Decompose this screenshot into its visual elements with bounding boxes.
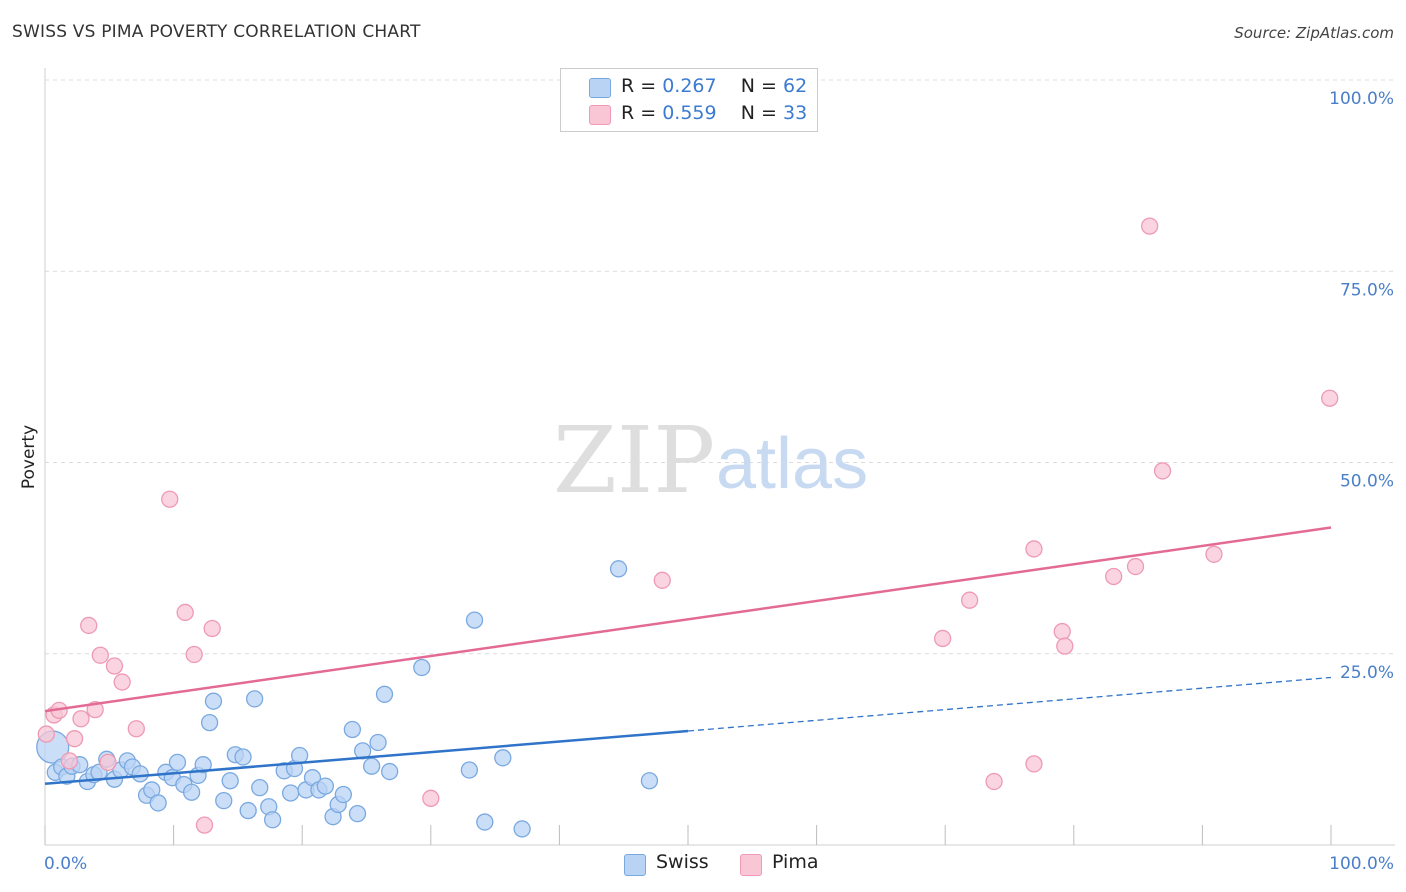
pima-point-26 [1056,637,1074,655]
pima-point-19 [653,571,671,589]
pima-point-18 [422,789,440,807]
swiss-point-27 [215,791,233,810]
pima-point-12 [127,720,145,738]
pima-legend-label: Pima [772,851,819,873]
swiss-point-31 [239,801,257,820]
swiss-trend-line [44,729,689,786]
swiss-point-28 [221,772,239,790]
watermark-atlas: atlas [716,424,868,504]
axes [44,68,1395,846]
chart-title: SWISS VS PIMA POVERTY CORRELATION CHART [12,22,421,42]
swiss-point-59 [513,820,531,838]
pima-point-22 [985,772,1003,791]
swiss-point-50 [362,757,381,775]
pima-point-6 [80,616,98,635]
pima-n-value: 33 [783,102,808,124]
swiss-point-56 [465,611,484,629]
pima-point-8 [91,646,109,664]
pima-point-25 [1053,622,1071,641]
swiss-point-55 [460,761,479,779]
pima-point-0 [37,725,55,743]
swiss-point-39 [290,746,309,765]
legend-n-label: N = [740,102,777,124]
pima-point-9 [99,753,117,772]
swiss-r-value: 0.267 [662,75,717,97]
pima-point-16 [195,816,214,834]
swiss-point-54 [413,658,431,677]
source-label: Source: ZipAtlas.com [1234,24,1394,42]
swiss-point-48 [348,804,367,823]
swiss-point-17 [149,794,167,812]
swiss-point-25 [200,713,219,732]
data-points [36,217,1339,838]
swiss-n-value: 62 [783,75,808,97]
pima-point-27 [1105,567,1123,586]
pima-point-30 [1153,462,1172,480]
pima-point-23 [1025,540,1043,558]
swiss-point-52 [375,685,394,703]
swiss-trend-line-extension [687,676,1332,732]
swiss-swatch [589,78,611,98]
pima-point-11 [113,673,131,691]
y-axis-label: Poverty [19,425,39,489]
trend-lines [44,526,1332,786]
pima-point-31 [1205,545,1223,563]
pima-point-3 [60,752,79,770]
legend-n-label: N = [740,75,777,97]
legend-r-label: R = [621,75,657,97]
pima-point-24 [1025,755,1043,773]
y-tick-label-50: 50.0% [1340,472,1394,492]
pima-point-5 [72,710,90,728]
pima-point-29 [1141,217,1159,235]
pima-point-32 [1321,389,1339,407]
swiss-point-57 [476,813,494,831]
swiss-point-30 [234,748,252,766]
legend-r-label: R = [621,102,657,124]
watermark-zip: ZIP [553,407,715,514]
pima-point-10 [105,657,124,675]
swiss-point-60 [609,560,628,578]
swiss-point-51 [369,733,387,752]
pima-point-28 [1126,557,1145,576]
swiss-point-26 [204,692,223,710]
y-tick-label-25: 25.0% [1340,663,1394,683]
pima-trend-line [44,526,1332,713]
pima-swatch [589,105,611,125]
swiss-legend-label: Swiss [656,851,709,873]
swiss-point-14 [131,765,149,783]
swiss-point-47 [343,720,362,739]
swiss-point-43 [316,777,334,795]
swiss-point-20 [168,753,187,772]
swiss-point-24 [194,756,212,774]
swiss-point-58 [494,749,512,767]
x-tick-label-max: 100.0% [1329,854,1394,874]
y-tick-label-75: 75.0% [1340,280,1394,300]
swiss-point-22 [182,783,201,801]
swiss-point-32 [245,690,264,708]
pima-legend-swatch [740,854,762,876]
swiss-legend-swatch [624,854,646,876]
grid-lines [45,79,1395,655]
swiss-point-37 [281,784,300,802]
pima-point-4 [65,730,84,748]
swiss-point-46 [334,785,353,804]
y-tick-label-100: 100.0% [1329,89,1394,109]
pima-point-15 [185,645,203,664]
tick-labels: 25.0% 50.0% 75.0% 100.0% [1329,89,1394,683]
swiss-point-35 [263,811,282,829]
swiss-point-61 [640,772,659,790]
pima-point-13 [161,490,179,508]
pima-point-17 [203,619,221,638]
pima-point-20 [933,629,952,648]
pima-r-value: 0.559 [662,102,717,124]
pima-point-21 [960,591,979,609]
x-tick-label-min: 0.0% [44,854,87,874]
correlation-legend: R = 0.267 N = 62 R = 0.559 N = 33 [560,68,818,132]
pima-point-14 [176,603,194,622]
swiss-point-53 [380,762,399,781]
swiss-point-33 [251,778,269,797]
